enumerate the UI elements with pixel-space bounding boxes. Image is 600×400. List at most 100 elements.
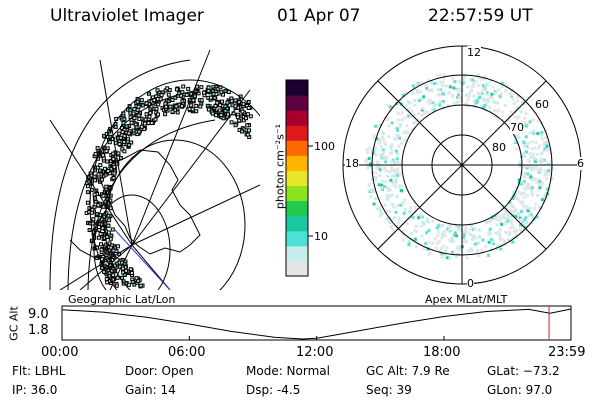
aurora-pixel (537, 178, 541, 182)
aurora-pixel (441, 223, 445, 227)
aurora-pixel (461, 238, 465, 242)
aurora-pixel (413, 205, 417, 209)
aurora-pixel (374, 124, 378, 128)
aurora-pixel (488, 105, 492, 109)
aurora-pixel (154, 106, 159, 111)
aurora-pixel (482, 87, 486, 91)
aurora-pixel (516, 197, 520, 201)
aurora-pixel (436, 93, 440, 97)
aurora-pixel (144, 101, 149, 106)
aurora-pixel (166, 99, 171, 104)
aurora-pixel (170, 109, 175, 114)
aurora-pixel (511, 196, 515, 200)
aurora-pixel (489, 232, 493, 236)
aurora-pixel (184, 92, 189, 97)
aurora-pixel (524, 135, 528, 139)
aurora-pixel (545, 177, 549, 181)
aurora-pixel (388, 188, 392, 192)
aurora-pixel (374, 153, 378, 157)
aurora-pixel (453, 80, 457, 84)
aurora-pixel (205, 103, 210, 108)
aurora-pixel (390, 149, 394, 153)
aurora-pixel (538, 144, 541, 148)
aurora-pixel (218, 103, 223, 108)
aurora-pixel (506, 219, 510, 223)
aurora-pixel (531, 140, 535, 144)
aurora-pixel (463, 104, 467, 108)
aurora-pixel (471, 249, 475, 253)
aurora-pixel (414, 121, 418, 125)
aurora-pixel (520, 180, 524, 184)
aurora-pixel (505, 212, 509, 216)
aurora-pixel (435, 226, 439, 230)
aurora-pixel (507, 216, 511, 220)
aurora-pixel (496, 117, 500, 121)
aurora-pixel (436, 233, 440, 237)
aurora-pixel (544, 136, 548, 140)
aurora-pixel (524, 185, 528, 189)
aurora-pixel (369, 195, 373, 199)
aurora-pixel (424, 84, 428, 87)
aurora-pixel (97, 235, 101, 240)
aurora-pixel (390, 143, 394, 147)
colorbar-cell (286, 95, 308, 111)
aurora-pixel (389, 145, 393, 149)
instrument-title: Ultraviolet Imager (50, 6, 204, 26)
aurora-pixel (372, 202, 376, 206)
aurora-pixel (472, 80, 476, 84)
aurora-pixel (438, 73, 442, 77)
aurora-pixel (370, 148, 374, 152)
aurora-pixel (395, 157, 399, 161)
aurora-pixel (516, 99, 519, 103)
aurora-pixel (220, 99, 224, 104)
aurora-pixel (99, 242, 103, 247)
aurora-pixel (477, 254, 481, 257)
aurora-pixel (529, 152, 533, 156)
aurora-pixel (517, 115, 521, 119)
aurora-pixel (498, 94, 502, 98)
aurora-pixel (498, 237, 502, 241)
aurora-pixel (497, 232, 501, 236)
aurora-pixel (159, 93, 164, 98)
aurora-pixel (153, 117, 158, 122)
aurora-pixel (545, 140, 549, 144)
aurora-pixel (471, 234, 475, 238)
info-gain: Gain: 14 (125, 383, 176, 397)
aurora-pixel (477, 98, 481, 102)
aurora-pixel (130, 280, 135, 284)
aurora-pixel (212, 95, 217, 100)
aurora-pixel (375, 161, 379, 165)
aurora-pixel (454, 88, 458, 92)
mlat-label-60: 60 (535, 98, 549, 111)
aurora-pixel (206, 107, 211, 112)
aurora-pixel (477, 83, 481, 87)
aurora-pixel (373, 189, 377, 193)
aurora-pixel (480, 248, 484, 252)
aurora-pixel (421, 97, 424, 101)
aurora-pixel (503, 207, 506, 211)
aurora-pixel (523, 102, 526, 106)
aurora-pixel (187, 107, 192, 111)
aurora-pixel (504, 231, 508, 234)
aurora-pixel (147, 114, 152, 119)
aurora-pixel (493, 101, 497, 105)
aurora-pixel (542, 143, 546, 147)
aurora-pixel (528, 159, 532, 163)
aurora-pixel (122, 133, 127, 138)
aurora-pixel (366, 150, 369, 154)
aurora-pixel (397, 144, 401, 148)
aurora-pixel (110, 137, 115, 141)
aurora-pixel (383, 141, 387, 145)
aurora-pixel (101, 153, 105, 158)
aurora-pixel (470, 224, 473, 228)
aurora-pixel (422, 220, 426, 224)
aurora-pixel (387, 189, 390, 192)
aurora-pixel (464, 93, 468, 97)
aurora-pixel (390, 202, 394, 206)
meridian (79, 244, 133, 290)
aurora-pixel (414, 229, 418, 233)
aurora-pixel (468, 93, 472, 97)
aurora-pixel (126, 131, 131, 136)
aurora-pixel (155, 88, 160, 93)
aurora-pixel (206, 88, 211, 93)
